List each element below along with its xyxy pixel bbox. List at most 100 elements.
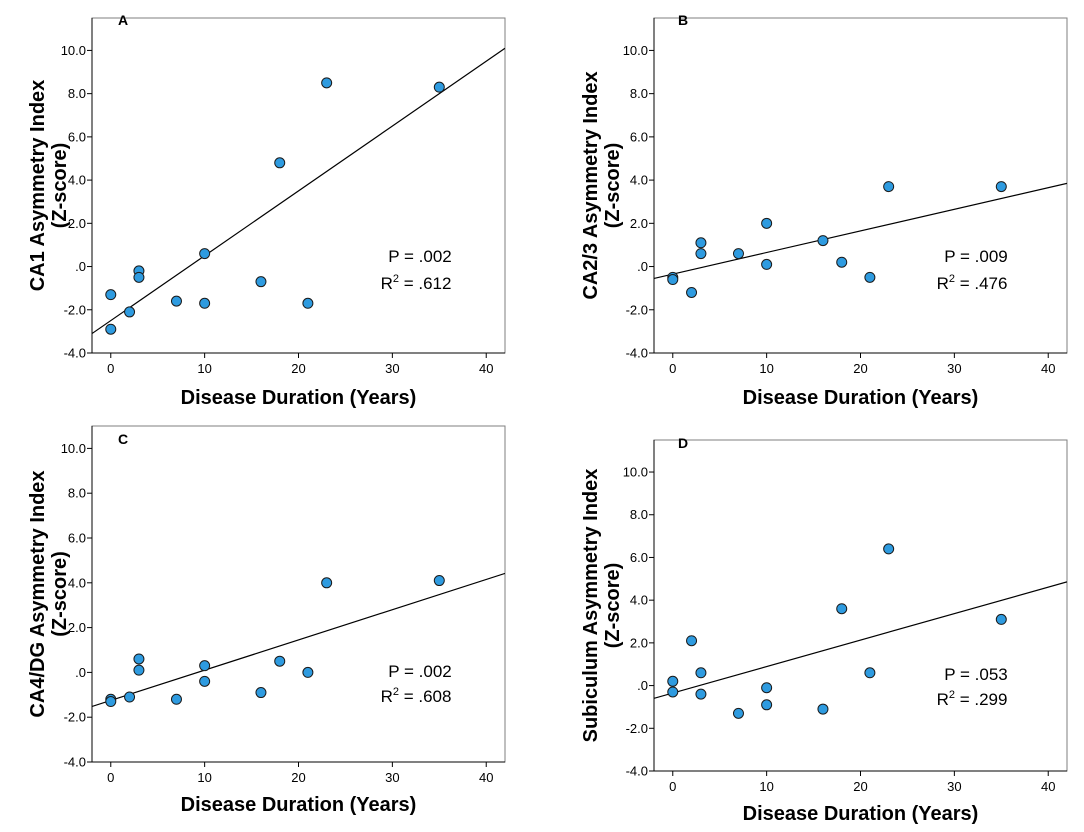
data-point (321, 77, 333, 89)
x-axis-title: Disease Duration (Years) (743, 803, 979, 825)
x-tick-label: 10 (759, 779, 773, 794)
y-tick-label: 10.0 (623, 43, 648, 58)
data-point (124, 306, 136, 318)
data-point (686, 286, 698, 298)
data-point (133, 664, 145, 676)
x-tick-label: 30 (947, 779, 961, 794)
x-tick-label: 30 (385, 361, 399, 376)
data-point (883, 543, 895, 555)
data-point (883, 181, 895, 193)
r-squared-exponent: 2 (393, 686, 399, 698)
data-point (732, 707, 744, 719)
data-point (817, 703, 829, 715)
y-axis-title: CA4/DG Asymmetry Index(Z-score) (27, 470, 71, 717)
y-axis-title-line-2: (Z-score) (602, 563, 624, 649)
y-tick-label: 10.0 (61, 43, 86, 58)
x-tick-label: 20 (291, 770, 305, 785)
x-tick-label: 0 (669, 779, 676, 794)
y-tick-label: -2.0 (626, 721, 648, 736)
r-squared-value: = .608 (399, 687, 451, 706)
panel-letter: B (678, 12, 688, 28)
data-point (199, 660, 211, 672)
y-tick-label: -2.0 (626, 302, 648, 317)
y-axis-title-line-2: (Z-score) (49, 143, 71, 229)
chart-c: -4.0 -2.0 .0 2.0 4.0 6.0 8.0 10.0 0 10 20 30 40 C P = … (27, 425, 506, 816)
y-tick-label: 4.0 (630, 173, 648, 188)
data-point (817, 235, 829, 247)
r-squared-exponent: 2 (393, 273, 399, 285)
data-point (105, 323, 117, 335)
y-tick-label: 8.0 (630, 86, 648, 101)
x-tick-label: 20 (291, 361, 305, 376)
r-squared-prefix: R (937, 690, 949, 709)
r-squared-label: R2 = .476 (937, 273, 1008, 293)
data-point (667, 274, 679, 286)
y-tick-label: 2.0 (68, 216, 86, 231)
data-point (761, 699, 773, 711)
data-point (995, 181, 1007, 193)
data-point (124, 691, 136, 703)
y-tick-label: 4.0 (630, 593, 648, 608)
r-squared-value: = .299 (955, 690, 1007, 709)
r-squared-exponent: 2 (949, 689, 955, 701)
panel-b: -4.0 -2.0 .0 2.0 4.0 6.0 8.0 10.0 0 10 20 30 40 B P = … (542, 0, 1084, 413)
x-tick-label: 10 (759, 361, 773, 376)
data-point (199, 675, 211, 687)
r-squared-label: R2 = .612 (381, 273, 452, 293)
y-tick-label: -4.0 (626, 764, 648, 779)
fit-line (654, 581, 1067, 699)
r-squared-label: R2 = .299 (937, 689, 1008, 709)
data-point (255, 276, 267, 288)
x-axis-title: Disease Duration (Years) (743, 387, 979, 409)
data-point (761, 258, 773, 270)
r-squared-label: R2 = .608 (381, 686, 452, 706)
data-point (667, 686, 679, 698)
data-point (274, 157, 286, 169)
y-tick-label: 2.0 (630, 216, 648, 231)
y-tick-label: -2.0 (64, 710, 86, 725)
y-tick-label: 6.0 (68, 129, 86, 144)
data-point (255, 687, 267, 699)
y-tick-label: 8.0 (630, 507, 648, 522)
y-axis-title: CA1 Asymmetry Index(Z-score) (27, 80, 71, 292)
x-tick-label: 0 (107, 770, 114, 785)
p-value-label: P = .002 (388, 247, 452, 266)
r-squared-prefix: R (381, 687, 393, 706)
y-tick-label: .0 (637, 678, 648, 693)
panel-c: -4.0 -2.0 .0 2.0 4.0 6.0 8.0 10.0 0 10 20 30 40 C P = … (0, 413, 542, 827)
data-point (864, 667, 876, 679)
x-tick-label: 20 (853, 361, 867, 376)
y-tick-label: .0 (75, 665, 86, 680)
data-point (302, 666, 314, 678)
y-axis-title-line-1: CA4/DG Asymmetry Index (27, 470, 49, 717)
data-point (695, 237, 707, 249)
y-axis-title-line-1: Subiculum Asymmetry Index (580, 469, 602, 743)
y-tick-label: 4.0 (68, 173, 86, 188)
y-tick-label: -4.0 (626, 346, 648, 361)
data-point (199, 297, 211, 309)
r-squared-value: = .612 (399, 274, 451, 293)
data-point (995, 613, 1007, 625)
data-point (695, 688, 707, 700)
y-tick-label: .0 (75, 259, 86, 274)
data-point (695, 248, 707, 260)
y-axis-title-line-1: CA2/3 Asymmetry Index (580, 71, 602, 299)
data-point (199, 248, 211, 260)
panel-d: -4.0 -2.0 .0 2.0 4.0 6.0 8.0 10.0 0 10 20 30 40 D P = … (542, 413, 1084, 827)
x-tick-label: 0 (669, 361, 676, 376)
x-tick-label: 30 (385, 770, 399, 785)
y-tick-label: 6.0 (630, 550, 648, 565)
data-point (105, 289, 117, 301)
x-axis-title: Disease Duration (Years) (181, 794, 417, 816)
chart-d: -4.0 -2.0 .0 2.0 4.0 6.0 8.0 10.0 0 10 20 30 40 D P = … (580, 435, 1068, 825)
data-point (433, 81, 445, 93)
y-axis-title: Subiculum Asymmetry Index(Z-score) (580, 469, 624, 743)
y-tick-label: 10.0 (623, 465, 648, 480)
y-tick-label: 6.0 (68, 531, 86, 546)
y-tick-label: -2.0 (64, 302, 86, 317)
data-point (732, 248, 744, 260)
y-axis-title-line-1: CA1 Asymmetry Index (27, 80, 49, 292)
y-tick-label: .0 (637, 259, 648, 274)
x-tick-label: 40 (1041, 361, 1055, 376)
data-point (321, 577, 333, 589)
